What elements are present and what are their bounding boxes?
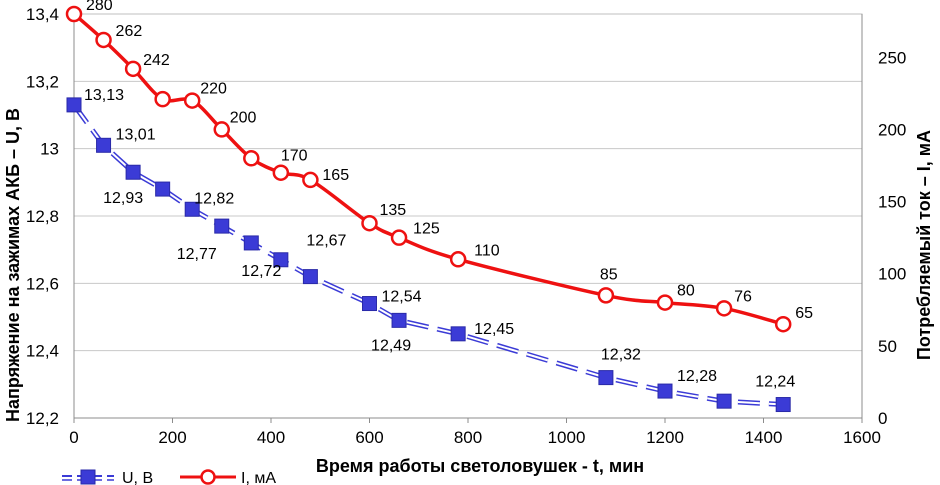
y-left-tick-label: 12,2	[26, 409, 59, 428]
voltage-point-marker	[125, 164, 141, 180]
legend-label-voltage: U, В	[122, 470, 153, 485]
voltage-line-inner	[73, 104, 784, 406]
current-data-label: 110	[474, 242, 500, 259]
voltage-point-marker	[243, 235, 259, 251]
voltage-data-label: 12,32	[601, 347, 641, 364]
current-point-marker	[597, 287, 615, 304]
voltage-point-marker	[716, 393, 732, 409]
current-data-label: 200	[230, 109, 257, 126]
y-right-tick-label: 150	[878, 193, 906, 212]
current-point-marker	[774, 315, 792, 333]
voltage-point-marker	[598, 370, 614, 386]
legend-circle-marker	[200, 469, 216, 485]
current-point-marker	[65, 5, 83, 23]
voltage-data-label: 12,54	[382, 289, 422, 306]
voltage-data-label: 12,67	[306, 233, 346, 250]
current-point-marker	[213, 121, 230, 138]
voltage-data-label: 13,01	[116, 126, 156, 143]
legend-square-marker	[80, 469, 96, 485]
y-left-tick-label: 13,2	[26, 72, 59, 91]
x-axis-title: Время работы светоловушек - t, мин	[316, 456, 644, 476]
x-tick-label: 200	[158, 428, 186, 447]
voltage-data-label: 12,82	[194, 190, 234, 207]
current-point-marker	[361, 214, 378, 232]
y-left-tick-label: 12,6	[26, 274, 59, 293]
legend-label-current: I, мА	[241, 470, 276, 485]
voltage-data-label: 12,72	[241, 263, 281, 280]
voltage-data-labels: 13,13 13,01 12,93 12,82 12,77 12,72 12,67 12,54…	[84, 87, 795, 391]
voltage-point-marker	[155, 181, 171, 197]
current-data-label: 242	[143, 52, 170, 69]
x-tick-label: 1600	[843, 428, 881, 447]
voltage-data-label: 13,13	[84, 87, 124, 104]
voltage-data-label: 12,49	[371, 337, 411, 354]
current-point-marker	[272, 164, 290, 181]
series-current	[65, 5, 792, 333]
y-right-tick-label: 50	[878, 337, 897, 356]
current-point-marker	[715, 300, 733, 317]
current-data-label: 85	[600, 266, 618, 283]
current-data-label: 220	[200, 81, 227, 98]
current-point-marker	[449, 251, 467, 268]
current-data-label: 65	[795, 305, 813, 322]
current-data-label: 280	[86, 0, 113, 14]
y-left-tick-label: 13,4	[26, 5, 59, 24]
current-data-label: 135	[380, 202, 407, 219]
current-point-marker	[390, 229, 408, 246]
current-data-label: 125	[413, 221, 440, 238]
current-point-marker	[656, 294, 674, 311]
voltage-point-marker	[96, 137, 112, 153]
y-right-tick-label: 0	[878, 409, 887, 428]
current-data-label: 262	[116, 23, 143, 40]
current-data-label: 165	[322, 167, 349, 184]
current-point-marker	[95, 31, 112, 49]
y-axis-right-title: Потребляемый ток – I, мА	[914, 130, 934, 360]
legend: U, В I, мА	[62, 469, 276, 485]
x-tick-label: 600	[355, 428, 383, 447]
legend-item-voltage: U, В	[62, 469, 153, 485]
voltage-point-marker	[273, 252, 289, 268]
series-voltage	[66, 97, 791, 413]
current-data-label: 76	[734, 288, 752, 305]
x-tick-label: 400	[257, 428, 285, 447]
y-right-tick-label: 200	[878, 120, 906, 139]
voltage-point-marker	[362, 296, 377, 312]
voltage-point-marker	[657, 383, 673, 399]
current-data-label: 80	[677, 283, 695, 300]
x-tick-label: 1000	[548, 428, 586, 447]
x-tick-label: 800	[454, 428, 482, 447]
voltage-point-marker	[302, 269, 318, 285]
current-point-marker	[183, 92, 201, 109]
y-left-tick-label: 12,8	[26, 207, 59, 226]
voltage-data-label: 12,77	[177, 246, 217, 263]
voltage-point-marker	[450, 326, 466, 342]
voltage-point-marker	[66, 97, 82, 113]
voltage-point-marker	[184, 201, 200, 217]
y-right-tick-label: 250	[878, 48, 906, 67]
legend-item-current: I, мА	[180, 469, 276, 485]
current-point-marker	[154, 90, 171, 108]
current-point-marker	[124, 60, 142, 78]
y-left-tick-label: 12,4	[26, 342, 59, 361]
voltage-point-marker	[391, 312, 407, 328]
y-right-tick-label: 100	[878, 265, 906, 284]
current-data-label: 170	[281, 148, 308, 165]
current-point-marker	[243, 150, 260, 167]
voltage-data-label: 12,28	[677, 368, 717, 385]
current-line	[72, 12, 784, 326]
voltage-point-marker	[214, 218, 230, 234]
current-point-marker	[302, 171, 319, 189]
axes: 0 200 400 600 800 1000 1200 1400 160012,212,412,…	[26, 5, 906, 447]
x-tick-label: 1200	[646, 428, 684, 447]
voltage-data-label: 12,93	[103, 190, 143, 207]
voltage-data-label: 12,45	[474, 321, 514, 338]
y-axis-left-title: Напряжение на зажимах АКБ – U, В	[3, 108, 23, 422]
y-left-tick-label: 13	[40, 140, 59, 159]
x-tick-label: 0	[69, 428, 78, 447]
voltage-point-marker	[775, 397, 791, 413]
x-tick-label: 1400	[745, 428, 783, 447]
voltage-data-label: 12,24	[755, 374, 795, 391]
